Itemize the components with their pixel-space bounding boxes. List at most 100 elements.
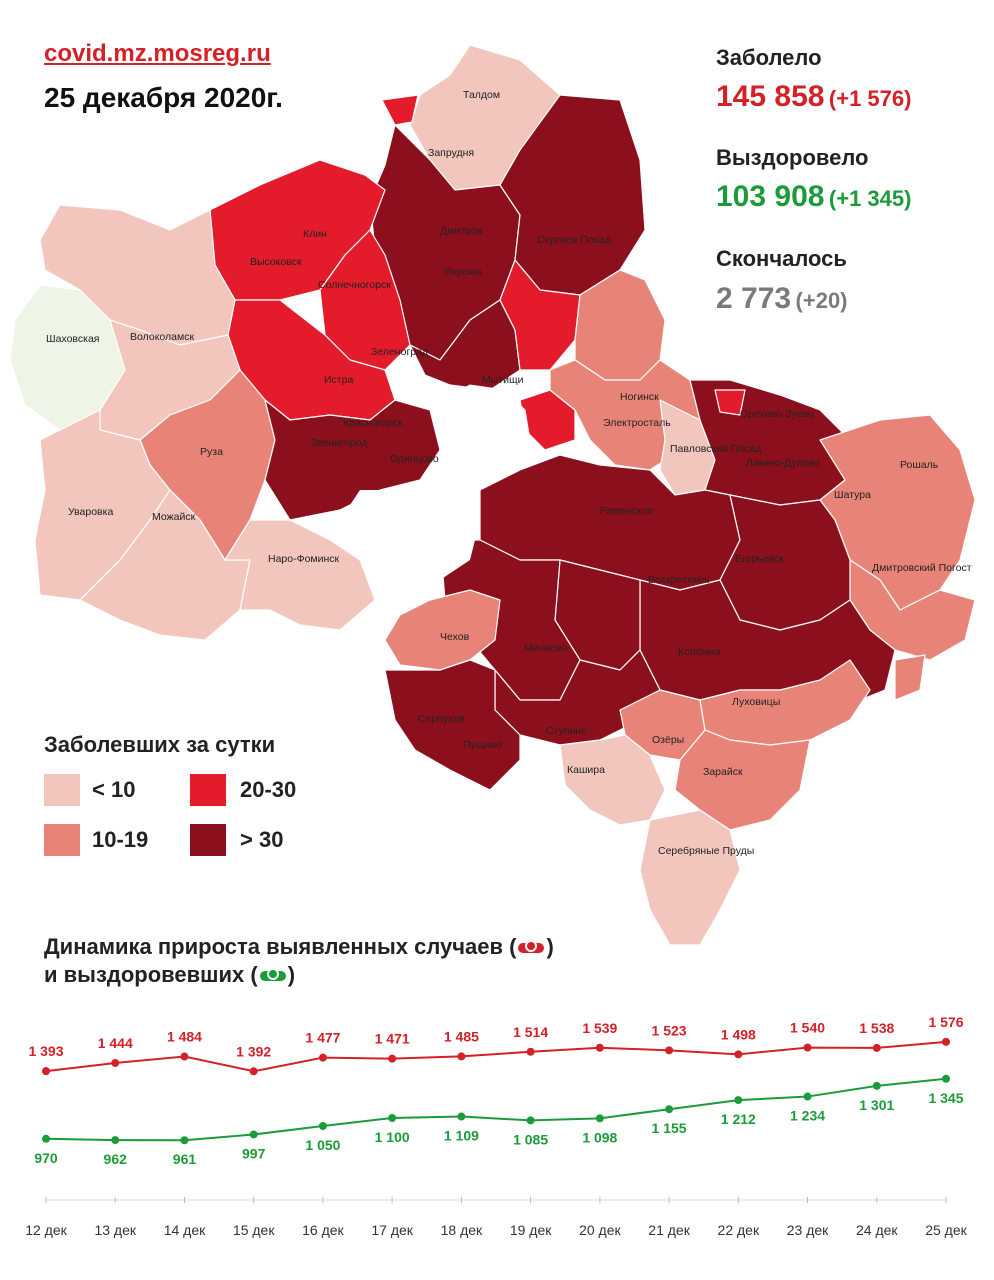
chart-title-text: Динамика прироста выявленных случаев ( — [44, 934, 517, 959]
x-tick-label: 18 дек — [441, 1222, 483, 1238]
sick-line-marker-icon — [518, 940, 545, 954]
moscow-region-map: Талдом Запрудня Дмитров Яхрома Сергиев П… — [9, 44, 976, 946]
sick-data-label: 1 477 — [305, 1030, 340, 1046]
recovered-data-point — [734, 1096, 743, 1105]
recovered-data-label: 1 098 — [582, 1129, 617, 1145]
recovered-data-point — [665, 1105, 674, 1114]
chart-title-line1: Динамика прироста выявленных случаев () — [44, 934, 554, 960]
recovered-data-point — [111, 1136, 120, 1145]
site-link[interactable]: covid.mz.mosreg.ru — [44, 40, 271, 67]
recovered-data-label: 1 100 — [375, 1129, 410, 1145]
map-label: Яхрома — [444, 266, 482, 278]
x-tick-label: 12 дек — [25, 1222, 67, 1238]
x-tick-label: 22 дек — [718, 1222, 760, 1238]
x-tick-label: 21 дек — [648, 1222, 690, 1238]
recovered-data-point — [942, 1074, 950, 1083]
sick-data-label: 1 471 — [375, 1031, 410, 1047]
recovered-data-label: 1 085 — [513, 1131, 548, 1147]
dynamics-line-chart: 1 393 1 444 1 484 1 392 1 477 1 471 1 485 1 514… — [25, 1014, 967, 1238]
sick-data-point — [249, 1067, 258, 1076]
deaths-value: 2 773 — [716, 282, 792, 315]
x-tick-label: 15 дек — [233, 1222, 275, 1238]
map-label: Сергиев Посад — [537, 234, 611, 246]
map-label: Зеленоград — [371, 346, 428, 358]
map-label: Руза — [200, 446, 223, 458]
sick-data-point — [111, 1058, 120, 1067]
recovered-data-label: 1 050 — [305, 1137, 340, 1153]
map-label: Дмитров — [440, 225, 483, 237]
recovered-data-label: 1 345 — [928, 1090, 963, 1106]
new-moscow-cutout — [340, 480, 480, 620]
map-label: Волоколамск — [130, 331, 194, 343]
x-tick-label: 25 дек — [925, 1222, 967, 1238]
map-label: Высоковск — [250, 256, 302, 268]
recovered-stat: 103 908 (+1 345) — [716, 180, 911, 214]
sick-stat: 145 858 (+1 576) — [716, 80, 911, 114]
map-label: Воскресенск — [648, 574, 710, 586]
sick-data-label: 1 392 — [236, 1043, 271, 1059]
map-label: Пущино — [463, 739, 502, 751]
series-recovered: 970 962 961 997 1 050 1 100 1 109 1 085 1 098 1 1… — [34, 1074, 964, 1167]
map-label: Талдом — [463, 89, 500, 101]
deaths-label: Скончалось — [716, 246, 847, 271]
sick-data-label: 1 539 — [582, 1020, 617, 1036]
sick-data-label: 1 514 — [513, 1024, 548, 1040]
sick-data-point — [734, 1050, 743, 1059]
recovered-label: Выздоровело — [716, 145, 869, 170]
map-label: Можайск — [152, 511, 196, 523]
sick-delta: (+1 576) — [828, 86, 912, 111]
legend-label-lt10: < 10 — [92, 777, 136, 802]
map-label: Серпухов — [418, 713, 465, 725]
region-north-corner — [381, 94, 419, 126]
series-sick: 1 393 1 444 1 484 1 392 1 477 1 471 1 485 1 514… — [28, 1014, 964, 1076]
map-label: Луховицы — [732, 696, 780, 708]
map-label: Клин — [303, 228, 327, 240]
map-label: Зарайск — [703, 766, 743, 778]
recovered-data-label: 970 — [34, 1150, 58, 1166]
map-label: Шаховская — [46, 333, 100, 345]
region-serpukhov — [384, 659, 521, 791]
recovered-value: 103 908 — [716, 180, 825, 213]
recovered-line-marker-icon — [259, 968, 286, 982]
sick-data-label: 1 576 — [928, 1014, 963, 1030]
sick-data-label: 1 498 — [721, 1026, 756, 1042]
sick-data-point — [526, 1047, 535, 1056]
sick-data-label: 1 393 — [28, 1043, 63, 1059]
sick-data-label: 1 485 — [444, 1028, 479, 1044]
legend-swatch-lt10 — [44, 774, 80, 806]
recovered-data-label: 1 155 — [652, 1120, 687, 1136]
recovered-data-point — [180, 1136, 189, 1145]
sick-data-point — [665, 1046, 674, 1055]
map-label: Истра — [324, 374, 353, 386]
recovered-data-label: 1 212 — [721, 1111, 756, 1127]
map-label: Озёры — [652, 734, 684, 746]
deaths-stat: 2 773 (+20) — [716, 282, 848, 316]
region-naro-fominsk — [224, 519, 376, 631]
recovered-series-line — [45, 1077, 947, 1142]
x-tick-label: 17 дек — [371, 1222, 413, 1238]
legend-label-20-30: 20-30 — [240, 777, 297, 802]
recovered-delta: (+1 345) — [828, 186, 912, 211]
map-label: Мичнево — [524, 642, 567, 654]
map-label: Ликино-Дулёво — [746, 457, 820, 469]
map-label: Егорьевск — [735, 553, 784, 565]
legend-swatch-20-30 — [190, 774, 226, 806]
map-label: Рошаль — [900, 459, 939, 471]
x-tick-label: 23 дек — [787, 1222, 829, 1238]
recovered-data-label: 962 — [104, 1151, 128, 1167]
recovered-data-point — [318, 1122, 327, 1130]
x-axis-labels: 12 дек 13 дек 14 дек 15 дек 16 дек 17 дек 18 д… — [25, 1222, 967, 1238]
recovered-data-point — [803, 1092, 812, 1101]
chart-title-paren: ) — [287, 962, 296, 987]
map-label-group: Талдом Запрудня Дмитров Яхрома Сергиев П… — [46, 89, 972, 857]
recovered-data-label: 1 301 — [859, 1097, 894, 1113]
sick-data-point — [42, 1067, 50, 1076]
map-label: Раменское — [600, 505, 653, 517]
moscow-city — [434, 384, 531, 476]
sick-data-point — [942, 1037, 950, 1046]
recovered-data-point — [595, 1114, 604, 1123]
sick-data-point — [180, 1052, 189, 1061]
recovered-data-label: 1 109 — [444, 1128, 479, 1144]
sick-data-point — [388, 1054, 397, 1063]
sick-data-point — [457, 1052, 466, 1061]
